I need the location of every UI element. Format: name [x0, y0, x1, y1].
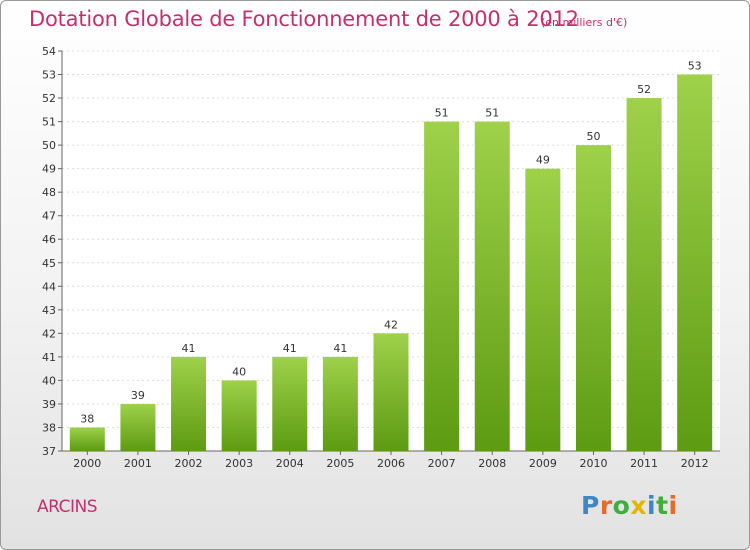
bar-value-label: 38 [80, 412, 94, 425]
bar [272, 356, 308, 451]
x-tick-label: 2005 [326, 457, 354, 470]
bar-value-label: 51 [485, 107, 499, 120]
bar [120, 403, 156, 451]
place-name: ARCINS [37, 497, 98, 517]
y-tick-label: 41 [42, 351, 56, 364]
y-tick-label: 42 [42, 327, 56, 340]
bar [69, 427, 105, 451]
x-tick-label: 2010 [579, 457, 607, 470]
chart-title: Dotation Globale de Fonctionnement de 20… [29, 7, 579, 31]
y-tick-label: 37 [42, 445, 56, 458]
y-tick-label: 53 [42, 69, 56, 82]
x-tick-label: 2012 [681, 457, 709, 470]
bar [575, 145, 611, 451]
y-tick-label: 44 [42, 280, 56, 293]
logo-letter: r [599, 491, 613, 520]
x-tick-label: 2007 [428, 457, 456, 470]
x-tick-label: 2002 [175, 457, 203, 470]
bar-value-label: 41 [182, 342, 196, 355]
x-tick-label: 2000 [73, 457, 101, 470]
bar [373, 333, 409, 451]
logo-letter: t [656, 491, 669, 520]
x-tick-label: 2001 [124, 457, 152, 470]
bar-value-label: 49 [536, 154, 550, 167]
x-tick-label: 2004 [276, 457, 304, 470]
y-tick-label: 45 [42, 257, 56, 270]
bar-value-label: 41 [283, 342, 297, 355]
chart-unit: (en milliers d'€) [541, 16, 628, 29]
y-tick-label: 48 [42, 186, 56, 199]
bar-value-label: 42 [384, 318, 398, 331]
y-tick-label: 54 [42, 45, 56, 58]
x-tick-label: 2011 [630, 457, 658, 470]
y-tick-label: 38 [42, 421, 56, 434]
logo-letter: x [630, 491, 647, 520]
y-tick-label: 39 [42, 398, 56, 411]
bar-value-label: 39 [131, 389, 145, 402]
bar [171, 356, 207, 451]
logo-letter: P [581, 491, 600, 520]
x-tick-label: 2003 [225, 457, 253, 470]
bar-value-label: 50 [586, 130, 600, 143]
bar-value-label: 41 [333, 342, 347, 355]
x-tick-label: 2008 [478, 457, 506, 470]
bar [474, 121, 510, 452]
bar [221, 380, 257, 451]
logo-letter: i [647, 491, 657, 520]
bar-value-label: 53 [688, 60, 702, 73]
y-tick-label: 51 [42, 116, 56, 129]
bar-value-label: 40 [232, 365, 246, 378]
y-tick-label: 52 [42, 92, 56, 105]
bar [525, 168, 561, 451]
bar [322, 356, 358, 451]
y-tick-label: 49 [42, 163, 56, 176]
y-tick-label: 43 [42, 304, 56, 317]
bar [626, 98, 662, 451]
bar-value-label: 52 [637, 83, 651, 96]
x-tick-label: 2006 [377, 457, 405, 470]
x-tick-label: 2009 [529, 457, 557, 470]
y-tick-label: 40 [42, 374, 56, 387]
logo-letter: o [612, 491, 631, 520]
proxiti-logo: Proxiti [581, 491, 678, 520]
bar [677, 74, 713, 451]
logo-letter: i [668, 491, 678, 520]
bar-value-label: 51 [435, 107, 449, 120]
bar [424, 121, 460, 452]
y-tick-label: 47 [42, 210, 56, 223]
y-tick-label: 50 [42, 139, 56, 152]
y-tick-label: 46 [42, 233, 56, 246]
